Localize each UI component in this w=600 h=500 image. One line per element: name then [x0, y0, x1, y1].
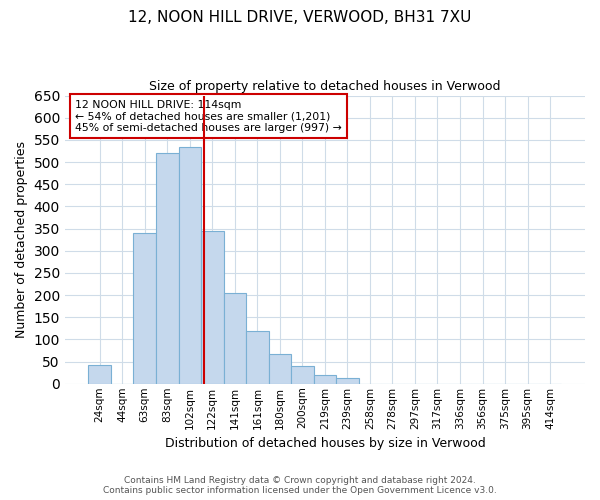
Text: Contains HM Land Registry data © Crown copyright and database right 2024.
Contai: Contains HM Land Registry data © Crown c…	[103, 476, 497, 495]
Title: Size of property relative to detached houses in Verwood: Size of property relative to detached ho…	[149, 80, 500, 93]
Bar	[336, 378, 359, 384]
Bar	[224, 293, 246, 384]
X-axis label: Distribution of detached houses by size in Verwood: Distribution of detached houses by size …	[164, 437, 485, 450]
Bar	[314, 375, 336, 384]
Bar	[88, 365, 111, 384]
Bar	[291, 366, 314, 384]
Text: 12, NOON HILL DRIVE, VERWOOD, BH31 7XU: 12, NOON HILL DRIVE, VERWOOD, BH31 7XU	[128, 10, 472, 25]
Bar	[269, 354, 291, 384]
Text: 12 NOON HILL DRIVE: 114sqm
← 54% of detached houses are smaller (1,201)
45% of s: 12 NOON HILL DRIVE: 114sqm ← 54% of deta…	[75, 100, 342, 133]
Bar	[179, 146, 201, 384]
Bar	[156, 153, 179, 384]
Bar	[201, 231, 224, 384]
Bar	[246, 330, 269, 384]
Y-axis label: Number of detached properties: Number of detached properties	[15, 141, 28, 338]
Bar	[133, 233, 156, 384]
